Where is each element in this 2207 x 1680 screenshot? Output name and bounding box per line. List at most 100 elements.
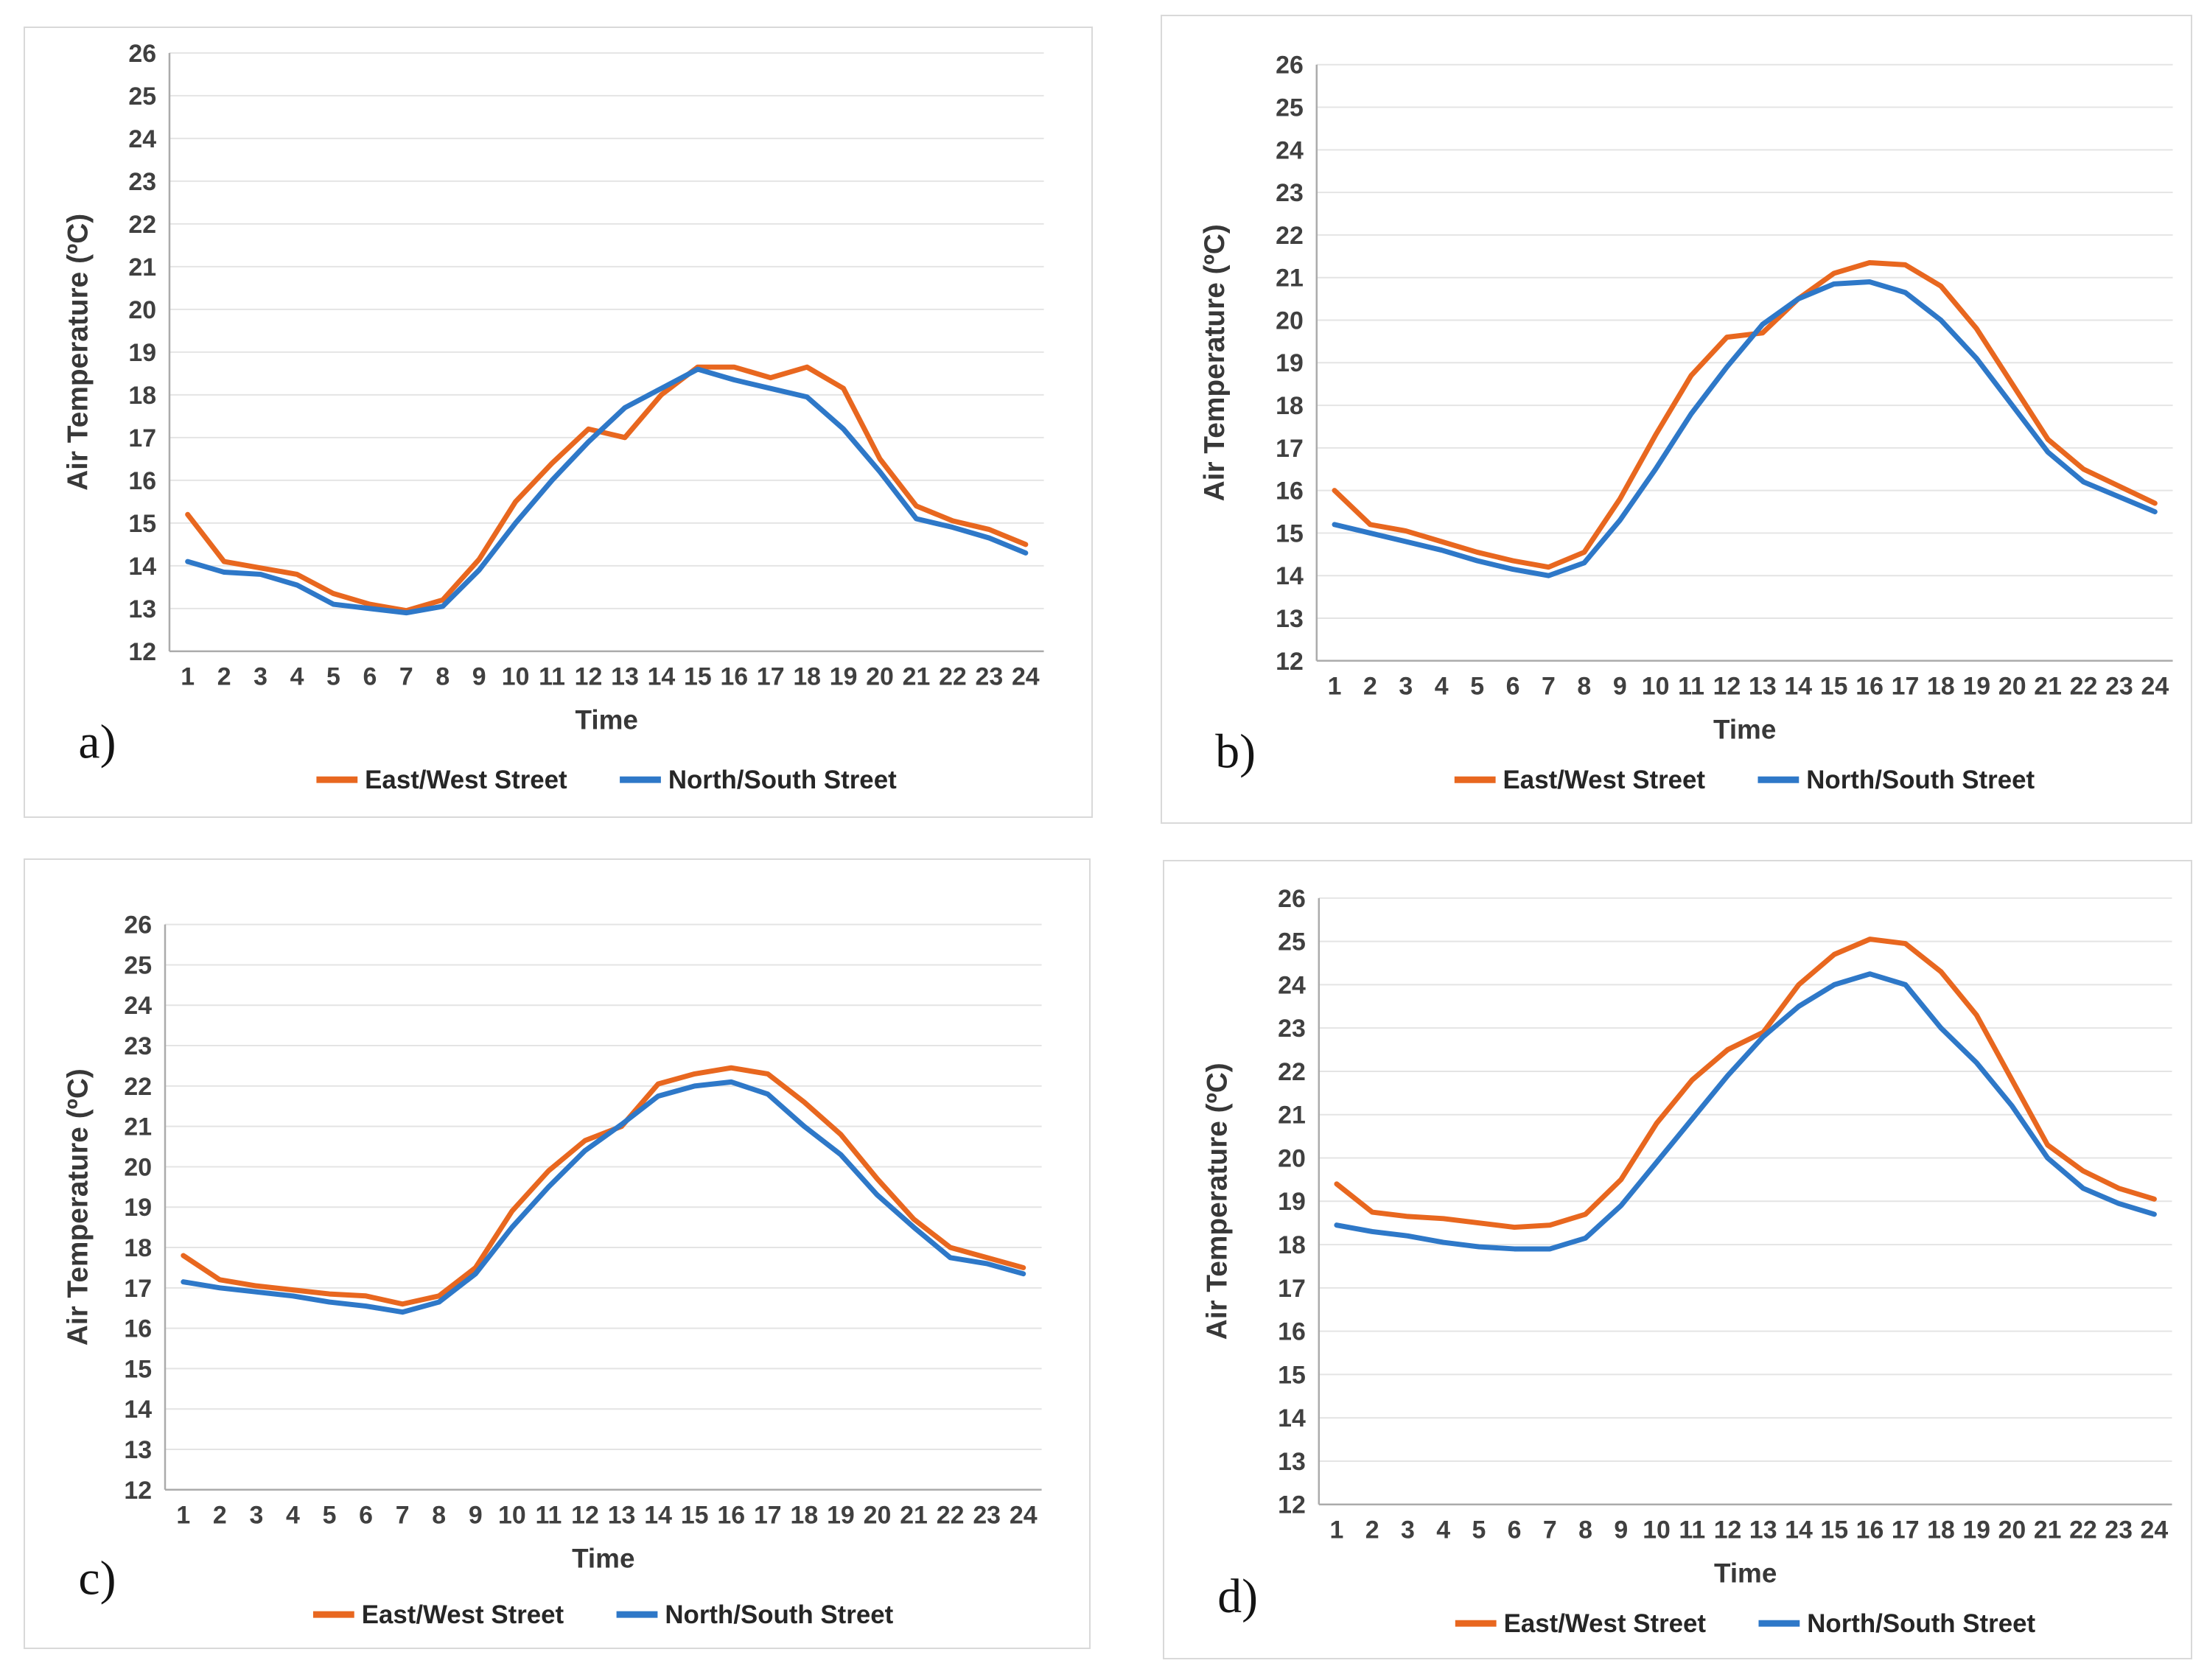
y-tick-label: 13 (124, 1436, 152, 1464)
y-axis-title: Air Temperature (ºC) (1199, 224, 1231, 501)
y-tick-label: 17 (128, 424, 156, 452)
legend-label: East/West Street (1504, 1609, 1707, 1638)
legend: East/West Street North/South Street (316, 766, 897, 794)
legend-label: East/West Street (365, 766, 567, 794)
x-tick-label: 22 (937, 1502, 965, 1530)
x-tick-label: 19 (830, 663, 858, 691)
y-tick-label: 20 (128, 296, 156, 324)
y-tick-label: 19 (128, 339, 156, 367)
x-tick-label: 15 (1820, 673, 1848, 701)
y-tick-label: 15 (1278, 1361, 1306, 1389)
y-tick-label: 18 (1278, 1231, 1306, 1259)
y-tick-label: 12 (1276, 648, 1304, 676)
legend-label: East/West Street (362, 1600, 564, 1629)
x-tick-label: 8 (436, 663, 450, 691)
y-tick-label: 15 (128, 510, 156, 538)
y-tick-label: 20 (124, 1153, 152, 1181)
x-tick-label: 11 (536, 1502, 562, 1530)
y-tick-label: 18 (124, 1234, 152, 1262)
legend-label: North/South Street (1807, 1609, 2035, 1638)
series-line-north-south (1334, 971, 2157, 1252)
x-tick-label: 6 (359, 1502, 373, 1530)
legend: East/West Street North/South Street (1455, 1609, 2035, 1638)
y-tick-label: 22 (1278, 1058, 1306, 1086)
x-tick-label: 14 (644, 1502, 672, 1530)
x-tick-label: 4 (290, 663, 304, 691)
legend-label: North/South Street (668, 766, 897, 794)
chart-panel-d: 12 13 14 15 16 17 18 19 20 21 22 23 24 25 26 1 2 3 4 5 6 7 8 9 1… (1163, 860, 2192, 1659)
y-tick-label: 16 (128, 467, 156, 495)
x-tick-label: 8 (432, 1502, 446, 1530)
series-line-east-west (1332, 259, 2158, 570)
x-tick-label: 5 (326, 663, 340, 691)
y-tick-label: 22 (124, 1073, 152, 1101)
y-tick-label: 25 (1278, 928, 1306, 956)
x-tick-label: 14 (648, 663, 676, 691)
x-tick-label: 3 (1399, 673, 1413, 701)
y-tick-label: 23 (1276, 179, 1304, 207)
y-tick-label: 25 (128, 83, 156, 111)
x-tick-label: 21 (900, 1502, 928, 1530)
x-tick-label: 13 (608, 1502, 636, 1530)
x-tick-label: 16 (720, 663, 748, 691)
chart-panel-c: 12 13 14 15 16 17 18 19 20 21 22 23 24 25 26 1 2 3 4 5 6 7 8 9 1… (24, 858, 1091, 1649)
y-tick-label: 24 (128, 125, 156, 153)
y-tick-label: 16 (1278, 1318, 1306, 1346)
y-axis-title: Air Temperature (ºC) (1201, 1063, 1233, 1340)
x-tick-label: 19 (827, 1502, 855, 1530)
x-tick-label: 20 (864, 1502, 892, 1530)
x-tick-label: 6 (363, 663, 377, 691)
x-tick-label: 6 (1508, 1516, 1522, 1544)
x-tick-label: 5 (323, 1502, 337, 1530)
x-tick-label: 4 (286, 1502, 300, 1530)
y-tick-label: 12 (1278, 1491, 1306, 1519)
x-tick-label: 7 (396, 1502, 410, 1530)
chart-panel-b: 12 13 14 15 16 17 18 19 20 21 22 23 24 25 26 1 2 3 4 5 6 7 8 9 1… (1161, 15, 2192, 824)
x-tick-label: 24 (1012, 663, 1040, 691)
x-tick-label: 4 (1436, 1516, 1450, 1544)
x-tick-label: 18 (793, 663, 821, 691)
x-tick-label: 8 (1578, 1516, 1592, 1544)
x-tick-label: 10 (502, 663, 530, 691)
x-tick-label: 15 (681, 1502, 709, 1530)
x-tick-label: 2 (1365, 1516, 1379, 1544)
legend-label: East/West Street (1503, 766, 1706, 794)
x-tick-label: 24 (2141, 1516, 2169, 1544)
y-tick-label: 19 (124, 1194, 152, 1222)
legend-label: North/South Street (665, 1600, 893, 1629)
y-tick-label: 19 (1276, 349, 1304, 377)
y-tick-label: 25 (1276, 94, 1304, 122)
panel-letter: c) (78, 1551, 116, 1605)
y-tick-label: 12 (128, 638, 156, 666)
x-tick-label: 2 (217, 663, 231, 691)
x-tick-label: 17 (757, 663, 785, 691)
x-axis-title: Time (1713, 714, 1776, 744)
y-tick-label: 21 (124, 1113, 152, 1141)
x-tick-label: 23 (973, 1502, 1001, 1530)
x-tick-label: 17 (1892, 1516, 1920, 1544)
x-tick-label: 5 (1472, 1516, 1486, 1544)
x-tick-label: 1 (1328, 673, 1342, 701)
x-tick-label: 4 (1435, 673, 1449, 701)
x-tick-label: 22 (939, 663, 967, 691)
y-tick-label: 25 (124, 951, 152, 979)
series-line-north-south (1332, 279, 2158, 578)
x-tick-label: 18 (1927, 1516, 1955, 1544)
x-tick-label: 13 (611, 663, 639, 691)
x-tick-label: 10 (498, 1502, 526, 1530)
chart-panel-a: 12 13 14 15 16 17 18 19 20 21 22 23 24 25 26 1 2 3 4 5 6 7 8 9 1… (24, 27, 1093, 818)
x-axis-title: Time (576, 704, 638, 735)
x-tick-label: 1 (176, 1502, 190, 1530)
x-tick-label: 1 (181, 663, 195, 691)
x-tick-label: 16 (717, 1502, 745, 1530)
y-axis-title: Air Temperature (ºC) (62, 1068, 94, 1345)
series-line-east-west (185, 364, 1029, 614)
x-tick-label: 3 (249, 1502, 263, 1530)
y-tick-label: 22 (128, 211, 156, 239)
x-tick-label: 16 (1856, 1516, 1884, 1544)
x-tick-label: 18 (1927, 673, 1955, 701)
x-tick-label: 9 (472, 663, 486, 691)
